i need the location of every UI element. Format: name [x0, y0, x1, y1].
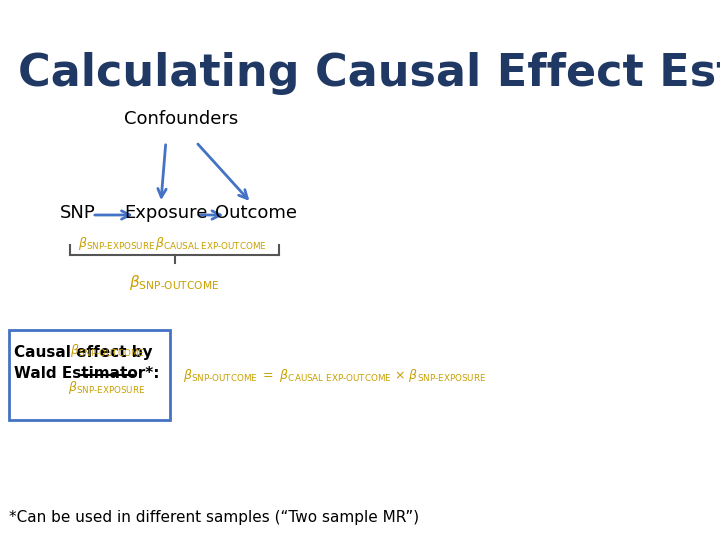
Text: Calculating Causal Effect Estimates: Calculating Causal Effect Estimates: [17, 52, 720, 95]
FancyBboxPatch shape: [9, 330, 170, 420]
Text: SNP: SNP: [60, 204, 96, 222]
Text: $\beta$$_{\mathrm{SNP\text{-}OUTCOME}}$ $=$ $\beta$$_{\mathrm{CAUSAL\ EXP\text{-: $\beta$$_{\mathrm{SNP\text{-}OUTCOME}}$ …: [184, 367, 487, 383]
Text: $\beta$$_{\mathrm{SNP\text{-}EXPOSURE}}$: $\beta$$_{\mathrm{SNP\text{-}EXPOSURE}}$: [78, 235, 156, 252]
Text: $\beta$$_{\mathrm{SNP\text{-}EXPOSURE}}$: $\beta$$_{\mathrm{SNP\text{-}EXPOSURE}}$: [68, 379, 145, 396]
Text: *Can be used in different samples (“Two sample MR”): *Can be used in different samples (“Two …: [9, 510, 419, 525]
Text: Causal effect by
Wald Estimator*:: Causal effect by Wald Estimator*:: [14, 345, 160, 381]
Text: Exposure: Exposure: [124, 204, 207, 222]
Text: $\beta$$_{\mathrm{CAUSAL\ EXP\text{-}OUTCOME}}$: $\beta$$_{\mathrm{CAUSAL\ EXP\text{-}OUT…: [156, 235, 267, 252]
Text: Confounders: Confounders: [124, 110, 238, 128]
Text: Outcome: Outcome: [215, 204, 297, 222]
Text: $\beta$$_{\mathrm{SNP\text{-}OUTCOME}}$: $\beta$$_{\mathrm{SNP\text{-}OUTCOME}}$: [70, 342, 144, 359]
Text: $\beta$$_{\mathrm{SNP\text{-}OUTCOME}}$: $\beta$$_{\mathrm{SNP\text{-}OUTCOME}}$: [130, 273, 220, 292]
